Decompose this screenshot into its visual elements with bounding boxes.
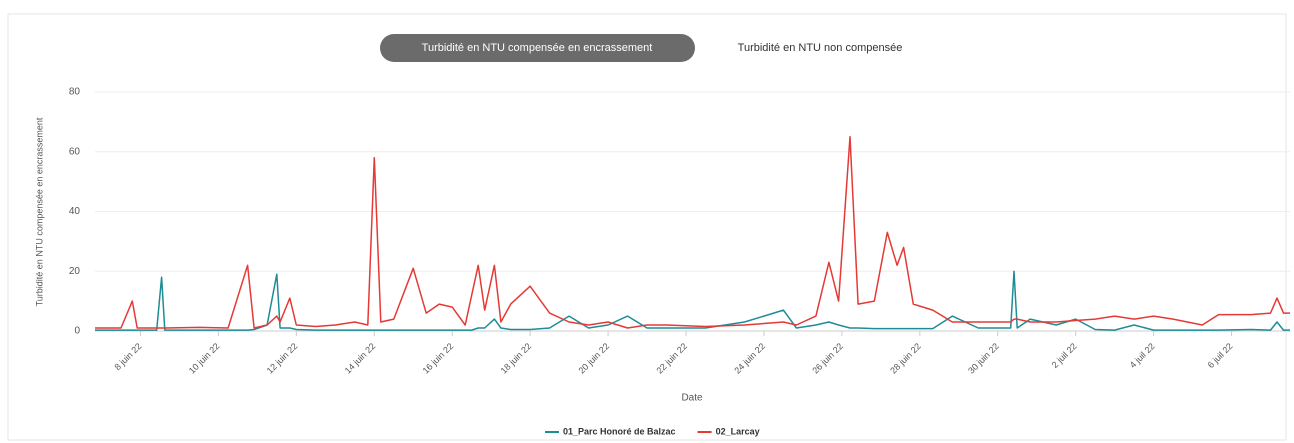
x-axis-label: Date xyxy=(681,393,703,404)
y-tick-label: 60 xyxy=(69,146,81,157)
line-series xyxy=(95,136,1290,329)
y-axis-label: Turbidité en NTU compensée en encrasseme… xyxy=(34,117,44,306)
y-tick-label: 80 xyxy=(69,87,81,98)
card xyxy=(7,13,1287,441)
line-series xyxy=(95,270,1290,331)
y-tick-label: 40 xyxy=(69,206,81,217)
y-tick-label: 20 xyxy=(69,266,81,277)
y-tick-label: 0 xyxy=(74,326,80,337)
legend-label: 01_Parc Honoré de Balzac xyxy=(563,426,676,436)
active-tab[interactable] xyxy=(380,34,695,62)
tab-label[interactable]: Turbidité en NTU non compensée xyxy=(738,42,903,54)
legend-label: 02_Larcay xyxy=(716,426,760,436)
tab-label[interactable]: Turbidité en NTU compensée en encrasseme… xyxy=(422,42,653,54)
